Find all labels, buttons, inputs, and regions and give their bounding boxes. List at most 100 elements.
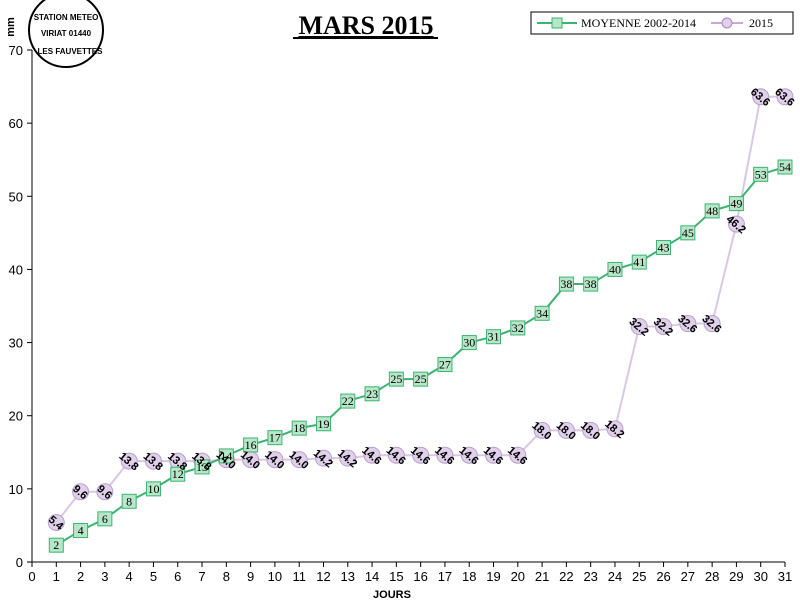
series-avg-data-label: 38 (560, 277, 572, 291)
legend-item-avg: MOYENNE 2002-2014 (537, 16, 696, 30)
labels-avg: 2 4 6 8 10 12 13 14 16 17 18 19 22 23 25 25 27 30 31 32 34 38… (53, 160, 791, 552)
stamp-line2: VIRIAT 01440 (41, 29, 92, 38)
x-tick-label: 3 (101, 569, 108, 584)
y-axis-label: mm (5, 17, 17, 37)
series-2015-point (703, 315, 721, 333)
y-tick-label: 30 (9, 336, 23, 351)
series-2015-data-label: 18.0 (578, 420, 602, 443)
y-tick-label: 0 (16, 555, 23, 570)
x-tick-label: 29 (729, 569, 743, 584)
series-avg-line (55, 166, 786, 547)
series-2015-point (96, 483, 114, 501)
x-tick-label: 30 (753, 569, 767, 584)
series-avg-data-label: 34 (536, 306, 548, 320)
series-avg-point (510, 320, 526, 336)
series-avg-data-label: 16 (245, 438, 257, 452)
series-avg-point (364, 386, 380, 402)
series-2015-point (557, 421, 575, 439)
series-2015-data-label: 13.8 (116, 450, 140, 473)
series-2015-point (363, 446, 381, 464)
series-2015-point (776, 88, 794, 106)
x-tick-label: 28 (705, 569, 719, 584)
series-avg-data-label: 14 (220, 449, 232, 463)
series-avg-point (680, 225, 696, 241)
x-tick-label: 17 (438, 569, 452, 584)
series-2015-data-label: 18.2 (602, 418, 626, 441)
series-2015-data-label: 32.2 (651, 316, 675, 339)
x-tick-label: 2 (77, 569, 84, 584)
chart-title: MARS 2015 (298, 11, 433, 40)
series-2015-point (314, 449, 332, 467)
x-tick-label: 31 (778, 569, 792, 584)
series-avg-data-label: 32 (512, 321, 524, 335)
x-tick-label: 12 (316, 569, 330, 584)
y-tick-label: 60 (9, 116, 23, 131)
series-avg-point (607, 261, 623, 277)
series-avg-data-label: 49 (730, 197, 742, 211)
series-avg-data-label: 19 (317, 417, 329, 431)
series-avg-point (777, 159, 793, 175)
y-tick-label: 20 (9, 409, 23, 424)
series-avg-point (631, 254, 647, 270)
series-2015-point (606, 420, 624, 438)
x-tick-label: 6 (174, 569, 181, 584)
series-avg-data-label: 8 (126, 494, 132, 508)
series-avg-point (413, 371, 429, 387)
x-tick-label: 9 (247, 569, 254, 584)
series-2015-data-label: 14.2 (311, 447, 335, 470)
series-avg-point (534, 305, 550, 321)
series-avg-data-label: 41 (633, 255, 645, 269)
series-2015-data-label: 14.6 (359, 444, 383, 467)
series-avg (48, 159, 793, 553)
series-2015-data-label: 5.4 (46, 514, 66, 534)
x-axis-label: JOURS (373, 589, 411, 601)
series-2015-point (144, 452, 162, 470)
series-2015-point (630, 317, 648, 335)
series-avg-point (388, 371, 404, 387)
series-avg-point (48, 537, 64, 553)
y-tick-label: 40 (9, 262, 23, 277)
series-avg-point (753, 166, 769, 182)
series-2015-point (339, 449, 357, 467)
series-avg-point (437, 357, 453, 373)
y-tick-label: 10 (9, 482, 23, 497)
series-2015-data-label: 9.6 (70, 483, 89, 502)
x-tick-label: 5 (150, 569, 157, 584)
series-2015-point (412, 446, 430, 464)
series-avg-data-label: 54 (779, 160, 791, 174)
series-2015-data-label: 14.6 (384, 444, 408, 467)
series-2015-data-label: 14.6 (457, 444, 481, 467)
series-avg-point (461, 335, 477, 351)
series-avg-point (340, 393, 356, 409)
series-2015-data-label: 18.0 (554, 420, 578, 443)
series-avg-data-label: 6 (102, 512, 108, 526)
x-tick-label: 24 (608, 569, 622, 584)
series-avg-data-label: 17 (269, 431, 281, 445)
series-avg-data-label: 25 (390, 372, 402, 386)
series-avg-data-label: 18 (293, 421, 305, 435)
series-avg-data-label: 2 (53, 538, 59, 552)
series-avg-point (218, 448, 234, 464)
series-avg-point (145, 481, 161, 497)
series-avg-point (656, 239, 672, 255)
series-avg-data-label: 30 (463, 336, 475, 350)
series-2015-data-label: 13.8 (141, 450, 165, 473)
x-tick-label: 22 (559, 569, 573, 584)
series-avg-point (267, 430, 283, 446)
legend-label-avg: MOYENNE 2002-2014 (581, 16, 696, 30)
x-tick-label: 0 (28, 569, 35, 584)
series-avg-point (558, 276, 574, 292)
y-tick-label: 70 (9, 43, 23, 58)
series-2015-point (752, 88, 770, 106)
series-2015-data-label: 9.6 (95, 483, 114, 502)
labels-2015: 5.49.6 9.613.8 13.8 13.8 13.8 14.0 14.0 14.0 14.… (46, 86, 796, 533)
series-2015-data-label: 32.6 (675, 313, 699, 336)
series-2015-point (727, 215, 745, 233)
series-avg-point (291, 420, 307, 436)
x-tick-label: 11 (292, 569, 306, 584)
x-tick-label: 13 (341, 569, 355, 584)
series-2015-point (460, 446, 478, 464)
x-tick-label: 16 (413, 569, 427, 584)
